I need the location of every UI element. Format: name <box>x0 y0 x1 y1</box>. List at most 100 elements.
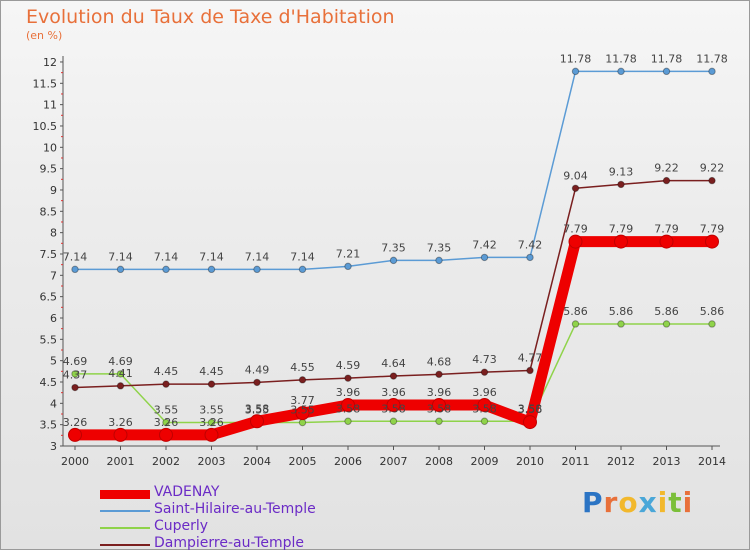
y-tick-label: 11 <box>43 99 57 112</box>
legend-swatch <box>100 527 150 529</box>
data-label: 4.77 <box>518 351 543 364</box>
data-label: 4.73 <box>472 353 497 366</box>
data-point <box>477 398 492 413</box>
data-label: 3.26 <box>154 416 179 429</box>
x-tick-label: 2009 <box>471 455 499 468</box>
y-tick-label: 10.5 <box>33 120 58 133</box>
y-tick-label: 5.5 <box>40 333 58 346</box>
data-label: 4.37 <box>63 369 88 382</box>
data-point <box>295 406 310 421</box>
x-tick-label: 2004 <box>243 455 271 468</box>
data-label: 4.45 <box>154 365 179 378</box>
data-label: 3.55 <box>199 404 224 417</box>
data-point <box>523 415 537 430</box>
data-label: 4.69 <box>108 355 133 368</box>
x-tick-label: 2005 <box>289 455 317 468</box>
data-point <box>253 378 261 387</box>
data-point <box>435 370 443 379</box>
data-point <box>708 320 716 328</box>
data-label: 4.68 <box>427 355 452 368</box>
data-label: 7.14 <box>108 250 133 263</box>
x-tick-label: 2002 <box>152 455 180 468</box>
data-label: 3.26 <box>108 416 133 429</box>
data-label: 3.58 <box>381 402 406 415</box>
data-label: 3.96 <box>427 386 452 399</box>
data-label: 9.04 <box>563 169 588 182</box>
data-point <box>617 180 625 189</box>
x-tick-label: 2014 <box>698 455 726 468</box>
data-point <box>389 417 398 425</box>
data-point <box>571 184 580 192</box>
data-point <box>614 234 628 249</box>
data-point <box>526 366 534 375</box>
data-point <box>435 256 443 265</box>
data-point <box>526 253 534 262</box>
data-label: 3.58 <box>518 402 543 415</box>
data-label: 11.78 <box>651 52 683 65</box>
legend-label: Cuperly <box>154 518 209 534</box>
data-point <box>389 372 398 380</box>
data-point <box>162 418 170 427</box>
y-tick-label: 9 <box>50 184 57 197</box>
data-point <box>480 368 489 376</box>
data-point <box>162 265 170 274</box>
data-point <box>159 427 173 442</box>
data-label: 7.42 <box>518 238 543 251</box>
data-label: 3.55 <box>290 404 315 417</box>
data-point <box>113 427 128 442</box>
data-label: 7.14 <box>154 250 179 263</box>
data-point <box>389 256 398 265</box>
y-tick-label: 8.5 <box>40 205 58 218</box>
data-label: 7.35 <box>427 241 452 254</box>
data-label: 3.55 <box>245 404 270 417</box>
data-point <box>708 176 716 185</box>
data-point <box>344 262 352 271</box>
data-point <box>480 417 489 425</box>
data-label: 7.79 <box>609 223 634 236</box>
data-point <box>162 380 170 388</box>
data-label: 4.59 <box>336 359 361 372</box>
data-label: 3.96 <box>472 386 497 399</box>
data-point <box>204 427 219 442</box>
y-tick-label: 6.5 <box>40 291 58 304</box>
data-label: 3.58 <box>472 402 497 415</box>
data-label: 11.78 <box>696 52 728 65</box>
y-tick-label: 8 <box>50 227 57 240</box>
data-label: 3.26 <box>199 416 224 429</box>
data-label: 3.58 <box>336 402 361 415</box>
x-tick-label: 2003 <box>198 455 226 468</box>
y-tick-label: 3.5 <box>40 419 58 432</box>
data-label: 4.55 <box>290 361 315 374</box>
data-point <box>250 414 264 429</box>
y-tick-label: 4.5 <box>40 376 58 389</box>
data-label: 3.96 <box>336 386 361 399</box>
data-point <box>662 320 671 328</box>
data-label: 9.13 <box>609 165 634 178</box>
legend-label: Dampierre-au-Temple <box>154 535 305 551</box>
data-label: 7.14 <box>63 250 88 263</box>
proxiti-logo: Proxiti <box>582 486 694 519</box>
data-label: 7.14 <box>290 250 315 263</box>
legend-swatch <box>100 544 150 546</box>
data-point <box>432 398 446 413</box>
data-label: 9.22 <box>700 162 725 175</box>
data-label: 4.41 <box>108 367 133 380</box>
data-label: 7.35 <box>381 241 406 254</box>
x-tick-label: 2012 <box>607 455 635 468</box>
data-point <box>571 320 580 328</box>
data-label: 3.96 <box>381 386 406 399</box>
data-label: 11.78 <box>605 52 637 65</box>
data-label: 9.22 <box>654 162 679 175</box>
legend-label: Saint-Hilaire-au-Temple <box>154 501 316 517</box>
y-tick-label: 4 <box>50 397 57 410</box>
data-label: 4.64 <box>381 357 406 370</box>
data-point <box>116 370 125 378</box>
data-label: 4.69 <box>63 355 88 368</box>
data-point <box>207 265 216 274</box>
data-label: 7.79 <box>700 223 725 236</box>
data-point <box>298 418 307 427</box>
y-tick-label: 11.5 <box>33 77 58 90</box>
data-point <box>298 265 307 274</box>
data-label: 7.21 <box>336 247 361 260</box>
